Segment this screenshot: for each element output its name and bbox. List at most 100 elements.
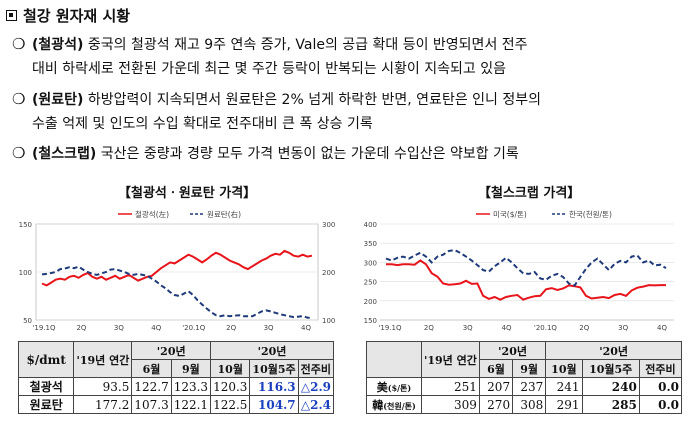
col-oct-wk5: 10월5주 [249, 359, 299, 378]
x-tick: 3Q [463, 324, 473, 332]
cell: △2.9 [297, 377, 335, 396]
bullet-text: 중국의 철광석 재고 9주 연속 증가, Vale의 공급 확대 등이 반영되면… [83, 37, 528, 53]
chart-ore-coal: 150 100 50 300 200 100 '19.1Q 2Q 3Q 4Q '20.1Q 2Q 3Q 4… [19, 209, 336, 332]
table-row: 철광석 93.5 122.7 123.3 120.3 116.3 △2.9 [17, 377, 335, 396]
col-oct: 10월 [210, 359, 251, 378]
series-line-0 [386, 259, 666, 301]
col-group-20b: '20년 [545, 341, 682, 360]
col-group-20b: '20년 [210, 341, 334, 360]
table-row: 韓(천원/톤) 309 270 308 291 285 0.0 [366, 395, 683, 414]
y-tick-left: 100 [19, 269, 32, 277]
cell: △2.4 [297, 395, 335, 414]
cell: 116.3 [249, 377, 299, 396]
col-19-annual: '19년 연간 [421, 341, 480, 378]
cell: 251 [421, 377, 480, 396]
cell: 291 [545, 395, 583, 414]
cell: 270 [478, 395, 514, 414]
y-tick: 400 [364, 221, 377, 229]
y-tick: 250 [364, 279, 377, 287]
bullet-iron-ore-cont: 대비 하락세로 전환된 가운데 최근 몇 주간 등락이 반복되는 시황이 지속되… [32, 61, 506, 77]
x-tick: 4Q [151, 324, 161, 332]
table-row: 美($/톤) 251 207 237 241 240 0.0 [366, 377, 683, 396]
y-tick-left: 150 [19, 221, 32, 229]
y-tick-left: 50 [23, 317, 32, 325]
y-tick: 300 [364, 259, 377, 267]
table-ore-coal: $/dmt '19년 연간 '20년 '20년 6월 9월 10월 10월5주 … [17, 341, 335, 414]
col-group-20: '20년 [478, 341, 547, 360]
legend-label: 원료탄(右) [207, 209, 241, 219]
x-tick: 2Q [226, 324, 236, 332]
row-label: 철광석 [17, 377, 75, 396]
x-tick: 4Q [502, 324, 512, 332]
x-tick: 2Q [579, 324, 589, 332]
x-tick: 3Q [618, 324, 628, 332]
col-sep: 9월 [170, 359, 212, 378]
col-jun: 6월 [131, 359, 172, 378]
legend-label: 한국(천원/톤) [569, 209, 612, 219]
cell: 122.1 [170, 395, 212, 414]
cell: 237 [512, 377, 547, 396]
x-tick: '20.1Q [534, 324, 558, 332]
y-tick: 350 [364, 240, 377, 248]
cell: 240 [581, 377, 640, 396]
circle-bullet-icon: ❍ [12, 144, 26, 162]
chart-scrap: 400 350 300 250 200 150'19.1Q 2Q 3Q 4Q '20.1Q 2Q 3Q… [364, 209, 674, 332]
col-oct: 10월 [545, 359, 583, 378]
cell: 241 [545, 377, 583, 396]
y-tick-right: 200 [322, 269, 335, 277]
cell: 285 [581, 395, 640, 414]
bullet-label: (원료탄) [32, 92, 84, 108]
bullet-scrap: ❍ (철스크랩) 국산은 중량과 경량 모두 가격 변동이 없는 가운데 수입산은… [12, 143, 519, 164]
cell: 122.5 [210, 395, 251, 414]
bullet-label: (철스크랩) [32, 146, 97, 162]
section-title-text: 철강 원자재 시황 [23, 6, 131, 25]
col-19-annual: '19년 연간 [73, 341, 133, 378]
series-line-0 [41, 249, 313, 287]
circle-bullet-icon: ❍ [12, 35, 26, 53]
cell: 207 [478, 377, 514, 396]
cell: 120.3 [210, 377, 251, 396]
legend-label: 미국($/톤) [493, 210, 527, 219]
cell: 104.7 [249, 395, 299, 414]
cell: 107.3 [131, 395, 172, 414]
square-bullet-icon [6, 9, 17, 21]
unit-label-empty [366, 341, 422, 378]
bullet-iron-ore: ❍ (철광석) 중국의 철광석 재고 9주 연속 증가, Vale의 공급 확대 … [12, 34, 528, 55]
x-tick: 3Q [114, 324, 124, 332]
table-scrap: '19년 연간 '20년 '20년 6월 9월 10월 10월5주 전주비 美(… [366, 341, 683, 414]
cell: 123.3 [170, 377, 212, 396]
bullet-text: 하방압력이 지속되면서 원료탄은 2% 넘게 하락한 반면, 연료탄은 인니 정… [83, 92, 541, 108]
table-row: 원료탄 177.2 107.3 122.1 122.5 104.7 △2.4 [17, 395, 335, 414]
row-label: 美($/톤) [366, 377, 422, 396]
row-label: 韓(천원/톤) [366, 395, 422, 414]
bullet-coking-coal: ❍ (원료탄) 하방압력이 지속되면서 원료탄은 2% 넘게 하락한 반면, 연료… [12, 89, 541, 110]
col-jun: 6월 [478, 359, 514, 378]
col-sep: 9월 [512, 359, 547, 378]
col-oct-wk5: 10월5주 [581, 359, 640, 378]
y-tick: 150 [364, 317, 377, 325]
bullet-label: (철광석) [32, 37, 84, 53]
cell: 93.5 [73, 377, 133, 396]
bullet-text: 국산은 중량과 경량 모두 가격 변동이 없는 가운데 수입산은 약보합 기록 [96, 146, 519, 162]
bullet-coking-coal-cont: 수출 억제 및 인도의 수입 확대로 전주대비 큰 폭 상승 기록 [32, 116, 373, 132]
y-tick: 200 [364, 298, 377, 306]
cell: 0.0 [638, 377, 683, 396]
series-line-1 [385, 249, 667, 287]
row-label: 원료탄 [17, 395, 75, 414]
cell: 0.0 [638, 395, 683, 414]
x-tick: 3Q [264, 324, 274, 332]
cell: 122.7 [131, 377, 172, 396]
circle-bullet-icon: ❍ [12, 90, 26, 108]
x-tick: 2Q [76, 324, 86, 332]
unit-label: $/dmt [17, 341, 75, 378]
y-tick-right: 300 [322, 221, 335, 229]
chart-title-ore-coal: 【철광석ㆍ원료탄 가격】 [118, 186, 257, 201]
series-line-1 [41, 265, 313, 320]
col-wow: 전주비 [297, 359, 335, 378]
y-tick-right: 100 [322, 317, 335, 325]
chart-title-scrap: 【철스크랩 가격】 [478, 186, 581, 201]
cell: 308 [512, 395, 547, 414]
x-tick: '19.1Q [378, 324, 402, 332]
x-tick: 4Q [301, 324, 311, 332]
cell: 177.2 [73, 395, 133, 414]
